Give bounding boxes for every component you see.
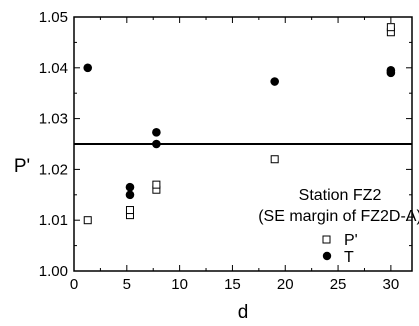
annotation-margin: (SE margin of FZ2D-A)	[258, 208, 419, 225]
data-points	[83, 23, 396, 225]
x-tick-label: 20	[277, 276, 294, 293]
legend: P' T	[322, 232, 358, 266]
x-tick-label: 15	[224, 276, 241, 293]
y-axis-title: P'	[14, 156, 30, 177]
y-tick-label: 1.01	[39, 212, 68, 229]
data-point-p	[386, 23, 395, 32]
data-point-p	[152, 180, 161, 189]
data-point-t	[386, 66, 396, 75]
legend-open-square-marker	[322, 235, 331, 244]
x-tick-label: 25	[330, 276, 347, 293]
data-point-t	[125, 182, 135, 192]
data-point-t	[270, 77, 279, 86]
y-tick-label: 1.00	[39, 263, 68, 280]
x-tick-label: 0	[70, 276, 78, 293]
x-axis-title: d	[238, 302, 249, 323]
x-tick-label: 10	[171, 276, 188, 293]
data-point-p	[270, 155, 279, 164]
y-tick-label: 1.04	[39, 60, 68, 77]
legend-label-p: P'	[344, 232, 358, 249]
data-point-p	[83, 216, 92, 225]
legend-filled-circle-marker	[322, 251, 332, 261]
x-tick-label: 30	[383, 276, 400, 293]
y-tick-label: 1.02	[39, 161, 68, 178]
y-tick-label: 1.03	[39, 111, 68, 128]
annotation-station: Station FZ2	[299, 187, 382, 204]
x-tick-label: 5	[123, 276, 131, 293]
data-point-t	[152, 139, 161, 149]
axis-tick-labels: 0 5 10 15 20 25 30 1.00 1.01 1.02 1.03 1.04 1.05	[39, 9, 399, 293]
data-point-t	[83, 63, 93, 73]
data-point-t	[152, 128, 161, 137]
data-point-p	[125, 206, 134, 215]
legend-label-t: T	[344, 249, 354, 266]
y-tick-label: 1.05	[39, 9, 68, 26]
data-point-t	[125, 190, 135, 200]
plot-frame	[73, 16, 413, 272]
